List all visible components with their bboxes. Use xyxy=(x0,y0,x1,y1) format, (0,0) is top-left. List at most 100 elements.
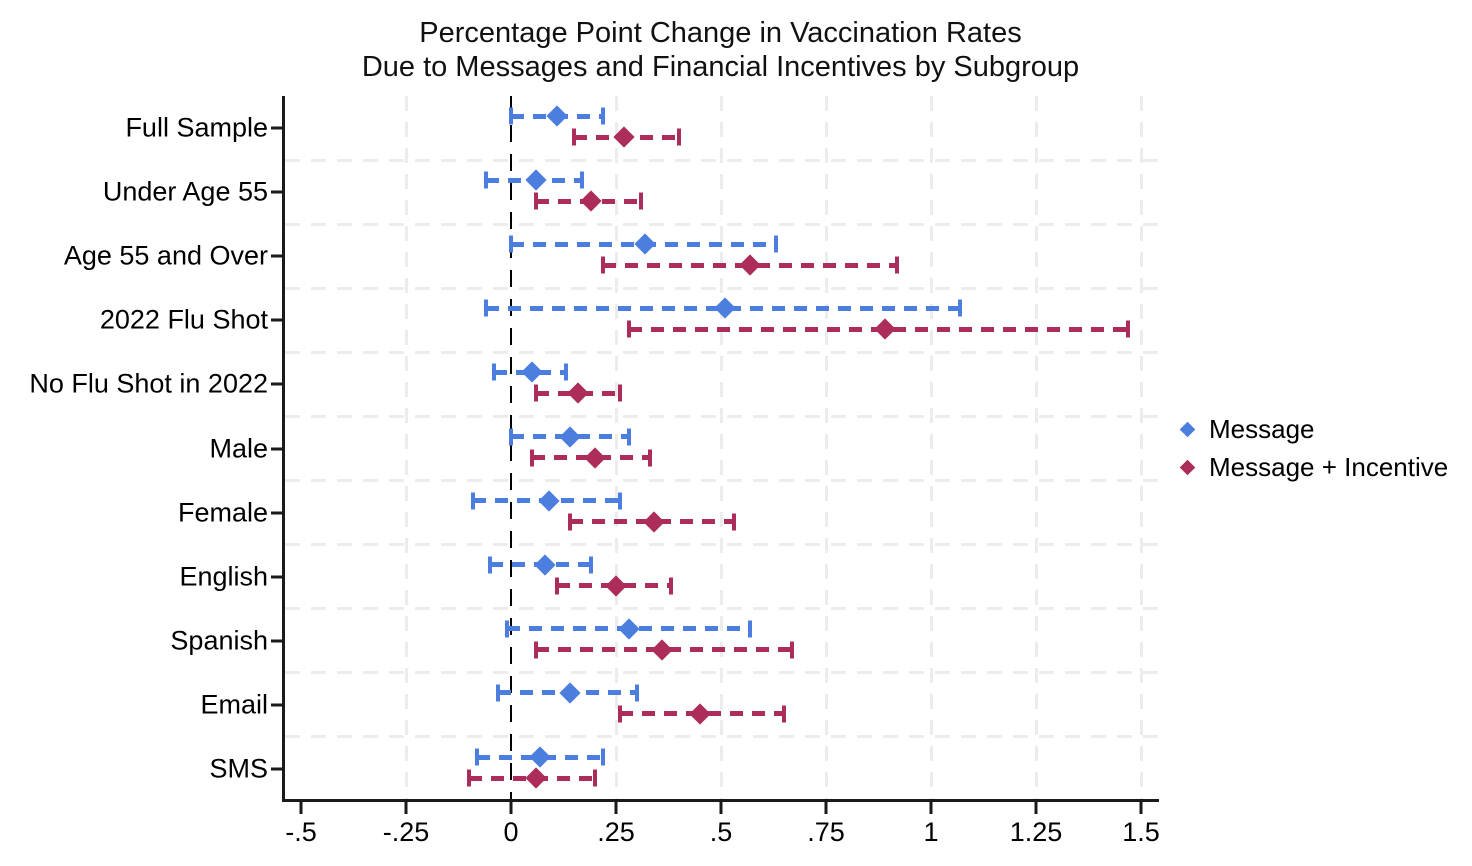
legend-diamond-icon xyxy=(1179,421,1196,437)
vertical-gridline xyxy=(614,96,618,799)
category-label: No Flu Shot in 2022 xyxy=(29,368,268,399)
y-axis-tick xyxy=(271,767,283,771)
x-tick-label: 1 xyxy=(923,817,939,847)
ci-cap-low xyxy=(534,641,539,659)
point-estimate-marker xyxy=(559,425,581,448)
point-estimate-marker xyxy=(634,233,656,255)
ci-cap-high xyxy=(601,107,606,125)
point-estimate-marker xyxy=(521,361,543,383)
ci-cap-high xyxy=(677,128,681,146)
chart-title-line2: Due to Messages and Financial Incentives… xyxy=(361,51,1080,83)
point-estimate-marker xyxy=(874,318,896,340)
point-estimate-marker xyxy=(714,297,736,319)
x-axis-tick xyxy=(824,801,828,814)
ci-cap-high xyxy=(1126,320,1131,338)
category-label: Spanish xyxy=(170,625,268,656)
x-axis-tick xyxy=(929,801,933,814)
category-separator-gridline xyxy=(285,414,1158,418)
category-separator-gridline xyxy=(285,543,1158,547)
point-estimate-marker xyxy=(613,126,635,148)
ci-cap-high xyxy=(588,556,593,574)
ci-cap-low xyxy=(504,620,509,638)
point-estimate-marker xyxy=(538,489,560,512)
legend-item-message: Message xyxy=(1172,410,1315,448)
y-axis-tick xyxy=(271,447,283,450)
x-tick-label: -.25 xyxy=(382,817,430,847)
ci-cap-low xyxy=(483,171,488,189)
category-label: Under Age 55 xyxy=(102,176,268,207)
vertical-gridline xyxy=(719,96,723,799)
y-axis-tick xyxy=(271,382,283,386)
ci-cap-high xyxy=(895,256,900,274)
x-tick-label: .25 xyxy=(597,817,635,847)
category-label: Full Sample xyxy=(125,112,268,143)
ci-cap-high xyxy=(618,384,623,402)
category-label: 2022 Flu Shot xyxy=(99,304,268,335)
y-axis-tick xyxy=(271,703,283,707)
x-axis-tick xyxy=(719,801,723,814)
vertical-gridline xyxy=(824,96,828,799)
point-estimate-marker xyxy=(651,639,673,661)
ci-cap-high xyxy=(790,641,795,659)
legend-label: Message xyxy=(1209,414,1315,444)
y-axis-tick xyxy=(271,126,283,130)
x-axis-tick xyxy=(1139,801,1143,814)
ci-cap-low xyxy=(534,192,539,210)
x-axis-tick xyxy=(299,801,303,814)
zero-reference-line xyxy=(510,96,512,799)
x-axis-tick xyxy=(1034,801,1038,814)
ci-cap-low xyxy=(567,513,572,531)
x-tick-label: .5 xyxy=(709,817,733,847)
ci-cap-high xyxy=(635,684,639,702)
ci-cap-low xyxy=(492,363,497,381)
x-tick-label: 1.5 xyxy=(1122,817,1160,847)
point-estimate-marker xyxy=(739,254,761,276)
ci-cap-low xyxy=(483,299,488,317)
point-estimate-marker xyxy=(525,169,547,191)
point-estimate-marker xyxy=(533,554,556,576)
point-estimate-marker xyxy=(580,190,602,212)
point-estimate-marker xyxy=(617,618,640,640)
legend-item-message-incentive: Message + Incentive xyxy=(1172,448,1448,486)
ci-cap-high xyxy=(601,748,606,766)
ci-cap-high xyxy=(563,363,568,381)
point-estimate-marker xyxy=(529,746,551,768)
ci-cap-low xyxy=(530,449,534,466)
vertical-gridline xyxy=(1034,96,1038,799)
legend-diamond-icon xyxy=(1179,459,1196,475)
legend-label: Message + Incentive xyxy=(1209,452,1449,482)
category-separator-gridline xyxy=(285,350,1158,354)
category-label: Female xyxy=(177,497,268,528)
category-separator-gridline xyxy=(285,735,1158,739)
ci-cap-low xyxy=(471,492,476,510)
y-axis-tick xyxy=(271,639,283,643)
ci-cap-low xyxy=(534,384,539,402)
vertical-gridline xyxy=(929,96,933,799)
category-label: Email xyxy=(200,689,268,720)
ci-cap-high xyxy=(593,769,597,787)
y-axis-tick xyxy=(271,190,283,194)
point-estimate-marker xyxy=(643,510,665,533)
ci-cap-high xyxy=(958,299,963,317)
ci-cap-low xyxy=(601,256,606,274)
ci-cap-low xyxy=(572,128,576,146)
point-estimate-marker xyxy=(584,446,606,469)
category-separator-gridline xyxy=(285,286,1158,290)
ci-cap-low xyxy=(475,748,480,766)
point-estimate-marker xyxy=(567,382,589,404)
point-estimate-marker xyxy=(605,575,627,597)
x-axis-tick xyxy=(614,801,618,814)
category-label: SMS xyxy=(209,753,268,784)
ci-cap-high xyxy=(618,492,623,510)
category-separator-gridline xyxy=(285,671,1158,675)
ci-cap-low xyxy=(618,705,623,723)
point-estimate-marker xyxy=(559,682,581,704)
x-axis-line xyxy=(282,799,1159,802)
ci-cap-low xyxy=(509,235,513,253)
point-estimate-marker xyxy=(546,105,568,127)
ci-cap-low xyxy=(509,107,513,125)
ci-cap-low xyxy=(626,320,631,338)
y-axis-tick xyxy=(271,575,283,579)
